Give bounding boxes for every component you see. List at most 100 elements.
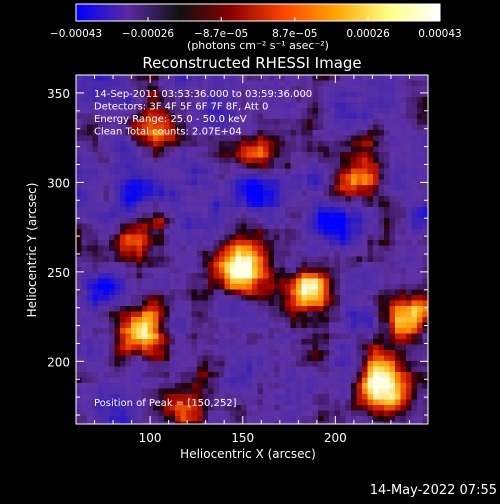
heatmap-cell (384, 344, 390, 351)
heatmap-cell (400, 410, 407, 417)
heatmap-cell (290, 212, 297, 219)
heatmap-cell (153, 80, 159, 87)
heatmap-cell (252, 201, 258, 208)
heatmap-cell (98, 377, 104, 384)
heatmap-cell (406, 124, 412, 131)
heatmap-cell (373, 119, 379, 125)
heatmap-cell (202, 361, 209, 367)
heatmap-cell (389, 394, 396, 400)
heatmap-cell (169, 251, 176, 257)
heatmap-cell (186, 300, 192, 307)
heatmap-cell (246, 113, 253, 120)
heatmap-cell (153, 311, 159, 318)
heatmap-cell (422, 262, 428, 268)
heatmap-cell (202, 223, 209, 230)
heatmap-cell (362, 185, 368, 191)
heatmap-cell (389, 245, 396, 252)
heatmap-cell (158, 311, 165, 318)
heatmap-cell (186, 273, 192, 279)
heatmap-cell (417, 146, 423, 153)
heatmap-cell (257, 80, 264, 87)
heatmap-cell (103, 416, 110, 422)
heatmap-cell (87, 163, 93, 169)
heatmap-cell (345, 207, 352, 213)
heatmap-cell (301, 278, 308, 285)
heatmap-cell (103, 108, 110, 114)
heatmap-cell (323, 295, 330, 301)
heatmap-cell (285, 300, 291, 307)
heatmap-cell (153, 328, 159, 334)
heatmap-cell (301, 339, 308, 345)
heatmap-cell (400, 399, 407, 406)
heatmap-cell (345, 108, 352, 114)
heatmap-cell (329, 146, 335, 153)
heatmap-cell (158, 377, 165, 384)
heatmap-cell (290, 141, 297, 147)
heatmap-cell (307, 262, 313, 268)
heatmap-cell (246, 355, 253, 362)
heatmap-cell (395, 201, 401, 208)
heatmap-cell (257, 410, 264, 417)
heatmap-cell (351, 130, 357, 136)
heatmap-cell (252, 405, 258, 411)
heatmap-cell (279, 146, 286, 153)
heatmap-cell (153, 108, 159, 114)
heatmap-cell (263, 377, 269, 384)
heatmap-cell (180, 190, 187, 197)
heatmap-cell (367, 124, 374, 131)
heatmap-cell (422, 377, 428, 384)
heatmap-cell (312, 267, 319, 274)
heatmap-cell (285, 245, 291, 252)
heatmap-cell (131, 201, 137, 208)
heatmap-cell (81, 141, 88, 147)
heatmap-cell (191, 168, 198, 175)
heatmap-cell (224, 383, 231, 389)
heatmap-cell (197, 306, 203, 312)
heatmap-cell (417, 317, 423, 323)
heatmap-cell (351, 113, 357, 120)
heatmap-cell (169, 311, 176, 318)
heatmap-cell (422, 416, 428, 422)
heatmap-cell (224, 207, 231, 213)
heatmap-cell (329, 355, 335, 362)
heatmap-cell (356, 218, 363, 224)
heatmap-cell (279, 350, 286, 356)
heatmap-cell (219, 273, 225, 279)
heatmap-cell (274, 157, 280, 164)
heatmap-cell (334, 394, 341, 400)
heatmap-cell (103, 399, 110, 406)
heatmap-cell (92, 207, 99, 213)
heatmap-cell (131, 86, 137, 92)
heatmap-cell (318, 240, 324, 246)
heatmap-cell (422, 86, 428, 92)
heatmap-cell (125, 119, 132, 125)
heatmap-cell (411, 86, 418, 92)
heatmap-cell (87, 75, 93, 81)
heatmap-cell (307, 75, 313, 81)
heatmap-cell (125, 311, 132, 318)
heatmap-cell (92, 91, 99, 98)
heatmap-cell (252, 179, 258, 186)
heatmap-cell (312, 284, 319, 290)
heatmap-cell (169, 212, 176, 219)
heatmap-cell (142, 394, 148, 400)
heatmap-cell (197, 179, 203, 186)
heatmap-cell (153, 388, 159, 395)
heatmap-cell (235, 339, 242, 345)
heatmap-cell (274, 289, 280, 296)
heatmap-cell (252, 394, 258, 400)
heatmap-cell (406, 410, 412, 417)
heatmap-cell (307, 234, 313, 241)
heatmap-cell (329, 284, 335, 290)
heatmap-cell (340, 146, 346, 153)
heatmap-cell (191, 300, 198, 307)
heatmap-cell (252, 91, 258, 98)
heatmap-cell (81, 410, 88, 417)
heatmap-cell (175, 130, 181, 136)
heatmap-cell (406, 179, 412, 186)
heatmap-cell (131, 218, 137, 224)
heatmap-cell (202, 108, 209, 114)
heatmap-cell (285, 141, 291, 147)
heatmap-cell (340, 322, 346, 329)
heatmap-cell (406, 218, 412, 224)
